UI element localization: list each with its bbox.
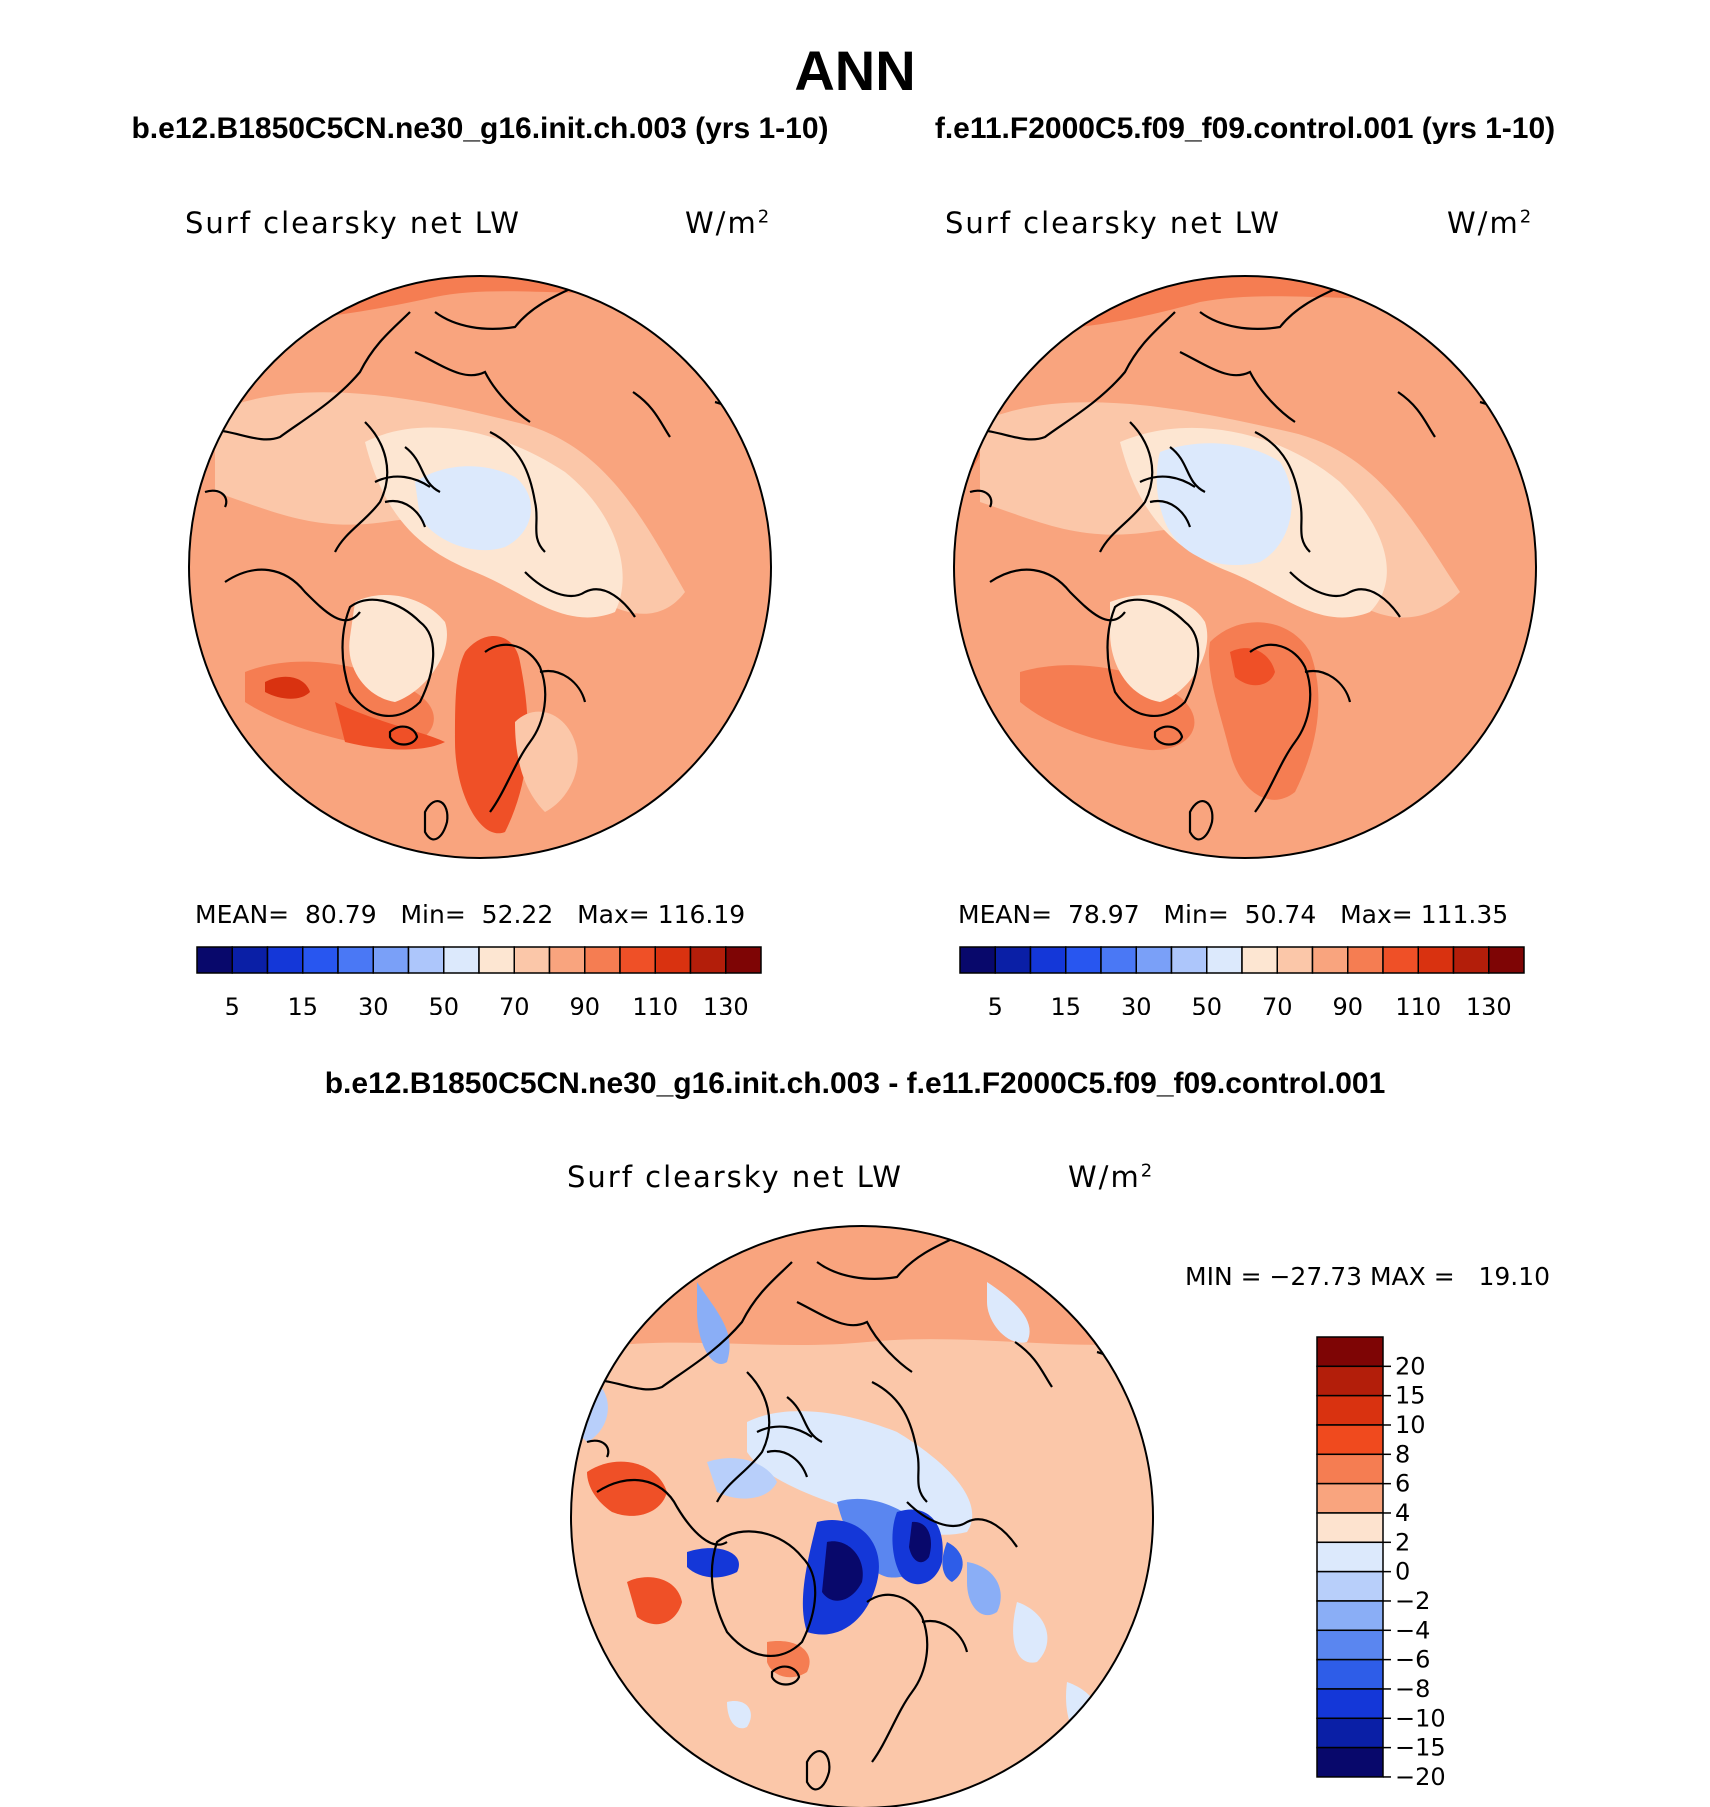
colorbar-tick-label: 90	[569, 993, 600, 1015]
colorbar-tick-label: 90	[1332, 993, 1363, 1015]
diff-title: b.e12.B1850C5CN.ne30_g16.init.ch.003 - f…	[324, 1067, 1386, 1100]
page-title: ANN	[794, 39, 916, 102]
colorbar-swatch	[725, 946, 762, 974]
colorbar-swatch	[1316, 1717, 1384, 1749]
colorbar-tick-label: −10	[1395, 1704, 1446, 1732]
colorbar-tick-label: 15	[287, 993, 318, 1015]
colorbar-swatch	[584, 946, 621, 974]
colorbar-tick-label: 30	[1121, 993, 1152, 1015]
colorbar-tick-label: 15	[1050, 993, 1081, 1015]
colorbar-tick-label: 110	[632, 993, 678, 1015]
colorbar-tick-label: 10	[1395, 1411, 1426, 1439]
colorbar-tick-label: −20	[1395, 1763, 1446, 1791]
colorbar-swatch	[1316, 1365, 1384, 1397]
colorbar-swatch	[337, 946, 374, 974]
colorbar-tick-label: 130	[703, 993, 749, 1015]
colorbar-swatch	[1316, 1600, 1384, 1632]
right-colorbar: 5 15 30 50 70 90 110 130	[959, 946, 1525, 1015]
colorbar-swatch	[619, 946, 656, 974]
colorbar-swatch	[1316, 1482, 1384, 1514]
colorbar-swatch	[1065, 946, 1102, 974]
right-polar-map	[953, 275, 1537, 859]
colorbar-swatch	[1316, 1336, 1384, 1368]
colorbar-swatch	[1316, 1394, 1384, 1426]
colorbar-tick-label: −6	[1395, 1646, 1430, 1674]
colorbar-swatch	[1347, 946, 1384, 974]
colorbar-tick-label: −2	[1395, 1587, 1430, 1615]
diff-minmax: MIN = −27.73 MAX = 19.10	[1185, 1262, 1551, 1291]
diff-variable-label: Surf clearsky net LW	[567, 1160, 903, 1194]
colorbar-swatch	[1241, 946, 1278, 974]
colorbar-swatch	[266, 946, 304, 974]
colorbar-swatch	[1316, 1541, 1384, 1573]
colorbar-swatch	[1170, 946, 1208, 974]
colorbar-tick-label: 130	[1466, 993, 1512, 1015]
colorbar-tick-label: 15	[1395, 1382, 1426, 1410]
colorbar-swatch	[513, 946, 551, 974]
colorbar-swatch	[1316, 1453, 1384, 1485]
colorbar-swatch	[1417, 946, 1455, 974]
colorbar-swatch	[1311, 946, 1349, 974]
left-units-label: W/m2	[685, 206, 772, 240]
colorbar-tick-label: 4	[1395, 1499, 1410, 1527]
colorbar-swatch	[1029, 946, 1067, 974]
colorbar-swatch	[407, 946, 445, 974]
colorbar-tick-label: 110	[1395, 993, 1441, 1015]
colorbar-swatch	[689, 946, 727, 974]
colorbar-swatch	[1316, 1658, 1384, 1690]
left-stats: MEAN= 80.79 Min= 52.22 Max= 116.19	[195, 900, 746, 929]
colorbar-swatch	[1100, 946, 1137, 974]
colorbar-tick-label: 70	[1262, 993, 1293, 1015]
colorbar-tick-label: −15	[1395, 1734, 1446, 1762]
right-case-title: f.e11.F2000C5.f09_f09.control.001 (yrs 1…	[934, 112, 1556, 145]
colorbar-swatch	[302, 946, 339, 974]
colorbar-tick-label: 70	[499, 993, 530, 1015]
diff-units-label: W/m2	[1068, 1160, 1155, 1194]
colorbar-swatch	[548, 946, 586, 974]
left-polar-map	[188, 275, 772, 859]
left-variable-label: Surf clearsky net LW	[185, 206, 521, 240]
colorbar-swatch	[1316, 1688, 1384, 1720]
colorbar-tick-label: −8	[1395, 1675, 1430, 1703]
left-case-title: b.e12.B1850C5CN.ne30_g16.init.ch.003 (yr…	[131, 112, 829, 145]
colorbar-tick-label: 6	[1395, 1470, 1410, 1498]
colorbar-tick-label: 50	[428, 993, 459, 1015]
colorbar-tick-label: 8	[1395, 1440, 1410, 1468]
colorbar-tick-label: 2	[1395, 1528, 1410, 1556]
colorbar-swatch	[1382, 946, 1419, 974]
right-stats: MEAN= 78.97 Min= 50.74 Max= 111.35	[958, 900, 1509, 929]
colorbar-swatch	[1316, 1570, 1384, 1602]
colorbar-swatch	[196, 946, 233, 974]
colorbar-tick-label: −4	[1395, 1616, 1430, 1644]
colorbar-swatch	[1276, 946, 1314, 974]
right-variable-label: Surf clearsky net LW	[945, 206, 1281, 240]
colorbar-swatch	[231, 946, 269, 974]
colorbar-swatch	[1316, 1512, 1384, 1544]
colorbar-swatch	[1452, 946, 1490, 974]
colorbar-swatch	[1316, 1424, 1384, 1456]
colorbar-swatch	[1206, 946, 1243, 974]
colorbar-tick-label: 5	[225, 993, 240, 1015]
colorbar-tick-label: 5	[988, 993, 1003, 1015]
colorbar-tick-label: 50	[1191, 993, 1222, 1015]
colorbar-swatch	[1488, 946, 1525, 974]
colorbar-swatch	[1316, 1746, 1384, 1778]
colorbar-swatch	[654, 946, 692, 974]
colorbar-swatch	[1135, 946, 1173, 974]
diff-polar-map	[570, 1225, 1154, 1807]
right-units-label: W/m2	[1447, 206, 1534, 240]
colorbar-swatch	[1316, 1629, 1384, 1661]
colorbar-tick-label: 0	[1395, 1558, 1410, 1586]
colorbar-swatch	[959, 946, 996, 974]
left-colorbar: 5 15 30 50 70 90 110 130	[196, 946, 762, 1015]
colorbar-swatch	[478, 946, 515, 974]
colorbar-swatch	[994, 946, 1032, 974]
colorbar-tick-label: 20	[1395, 1352, 1426, 1380]
colorbar-swatch	[372, 946, 410, 974]
colorbar-tick-label: 30	[358, 993, 389, 1015]
colorbar-swatch	[443, 946, 480, 974]
